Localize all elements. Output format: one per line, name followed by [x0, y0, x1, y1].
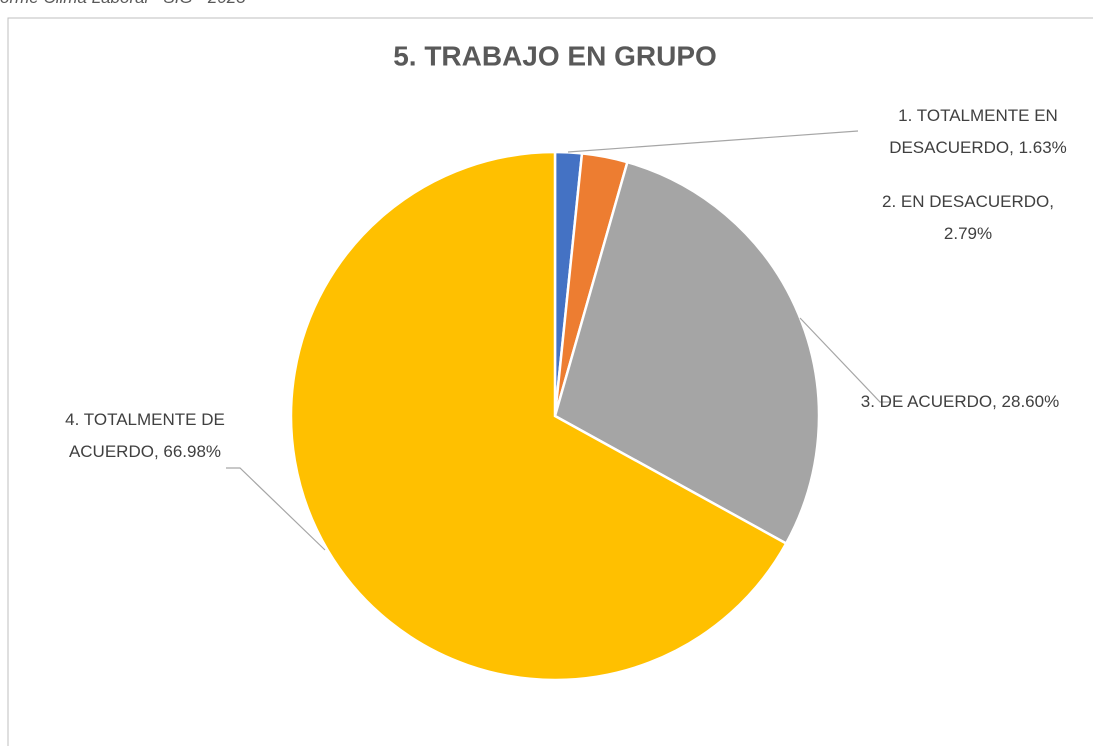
pie [289, 150, 821, 682]
caption: orme Clima Laboral - SIG - 2023 [0, 0, 246, 8]
data-label: 4. TOTALMENTE DE ACUERDO, 66.98% [65, 410, 225, 461]
data-label: 1. TOTALMENTE EN DESACUERDO, 1.63% [889, 106, 1067, 157]
data-label: 3. DE ACUERDO, 28.60% [860, 392, 1060, 411]
chart-title: 5. TRABAJO EN GRUPO [393, 40, 717, 71]
leader-line [799, 317, 890, 403]
leader-lines [226, 130, 890, 551]
leader-line [226, 467, 326, 551]
leader-line [567, 130, 859, 153]
pie-slice [289, 150, 788, 682]
chart-border [7, 17, 1093, 746]
pie-slice [553, 160, 821, 546]
data-label: 2. EN DESACUERDO, 2.79% [882, 192, 1054, 243]
